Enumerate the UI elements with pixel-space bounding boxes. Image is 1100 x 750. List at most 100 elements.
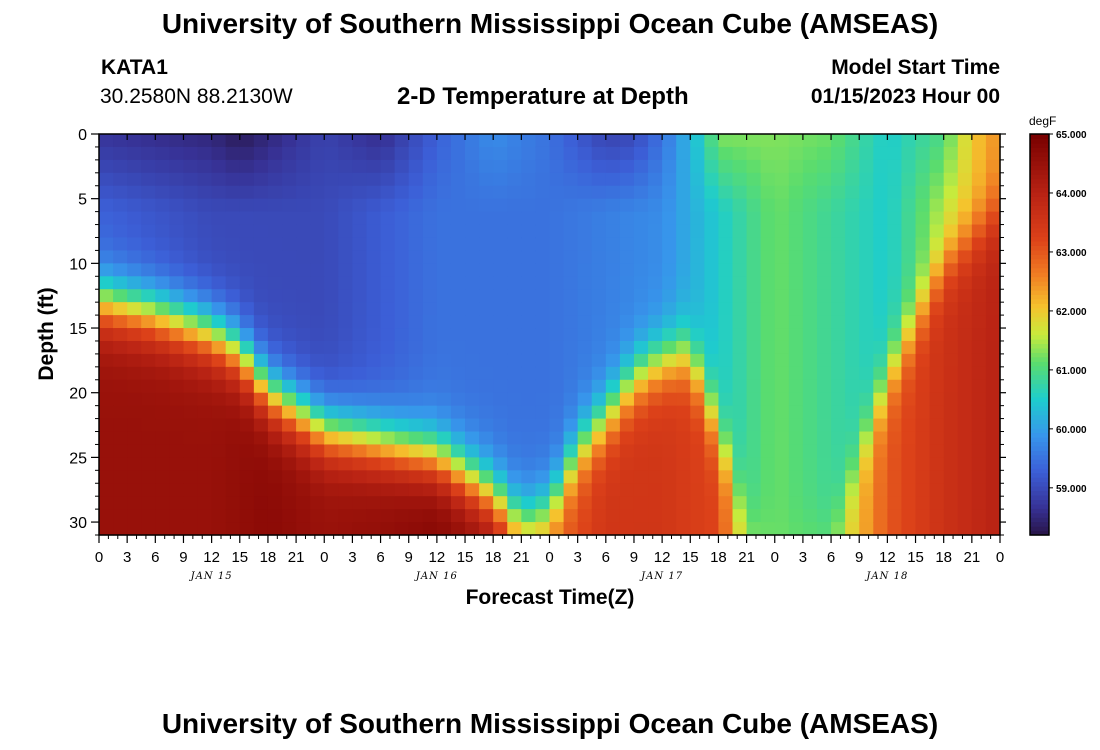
heatmap-cell [127, 198, 142, 213]
heatmap-cell [324, 405, 339, 420]
heatmap-cell [732, 340, 748, 355]
y-axis-label: Depth (ft) [35, 287, 58, 380]
heatmap-cell [859, 237, 874, 252]
heatmap-cell [127, 457, 142, 471]
heatmap-cell [310, 444, 325, 458]
heatmap-cell [141, 315, 156, 329]
heatmap-cell [211, 172, 227, 187]
heatmap-cell [380, 224, 396, 239]
heatmap-cell [408, 418, 424, 433]
heatmap-cell [831, 340, 846, 355]
heatmap-cell [225, 172, 241, 187]
heatmap-cell [802, 224, 818, 239]
colorbar-segment [1030, 347, 1049, 353]
heatmap-cell [929, 172, 945, 187]
heatmap-cell [99, 483, 114, 497]
heatmap-cell [535, 470, 551, 484]
heatmap-cell [943, 198, 959, 213]
heatmap-cell [549, 146, 565, 161]
heatmap-cell [577, 134, 593, 148]
heatmap-cell [155, 444, 170, 458]
colorbar-segment [1030, 521, 1049, 527]
heatmap-cell [648, 340, 663, 355]
heatmap-cell [141, 431, 156, 446]
heatmap-cell [113, 418, 128, 433]
heatmap-cell [831, 263, 846, 277]
heatmap-cell [155, 522, 170, 536]
heatmap-cell [605, 146, 621, 161]
heatmap-cell [718, 353, 734, 368]
heatmap-cell [408, 315, 424, 329]
colorbar-segment [1030, 485, 1049, 492]
heatmap-cell [704, 392, 720, 407]
heatmap-cell [366, 418, 382, 433]
heatmap-cell [380, 522, 396, 536]
heatmap-cell [605, 457, 621, 471]
heatmap-cell [99, 276, 114, 290]
heatmap-cell [746, 224, 762, 239]
heatmap-cell [113, 353, 128, 368]
heatmap-cell [127, 289, 142, 303]
heatmap-cell [479, 211, 494, 226]
heatmap-cell [915, 198, 931, 213]
heatmap-cell [507, 146, 522, 161]
heatmap-cell [436, 172, 452, 187]
heatmap-cell [394, 366, 410, 381]
heatmap-cell [183, 353, 199, 368]
heatmap-cell [493, 496, 508, 510]
heatmap-cell [957, 250, 973, 264]
heatmap-cell [690, 496, 705, 510]
heatmap-cell [591, 470, 607, 484]
heatmap-cell [577, 522, 593, 536]
heatmap-cell [394, 483, 410, 497]
heatmap-cell [310, 366, 325, 381]
heatmap-cell [563, 276, 579, 290]
heatmap-cell [676, 302, 691, 316]
heatmap-cell [633, 444, 649, 458]
heatmap-cell [676, 237, 691, 252]
heatmap-cell [225, 276, 241, 290]
heatmap-cell [901, 276, 917, 290]
heatmap-cell [633, 509, 649, 523]
heatmap-cell [591, 457, 607, 471]
heatmap-cell [296, 302, 311, 316]
heatmap-cell [253, 250, 269, 264]
heatmap-cell [957, 457, 973, 471]
heatmap-cell [845, 185, 860, 200]
heatmap-cell [605, 366, 621, 381]
heatmap-cell [676, 315, 691, 329]
heatmap-cell [521, 146, 537, 161]
heatmap-cell [310, 237, 325, 252]
heatmap-cell [450, 172, 466, 187]
heatmap-cell [394, 457, 410, 471]
heatmap-cell [718, 431, 734, 446]
heatmap-cell [859, 276, 874, 290]
heatmap-cell [380, 340, 396, 355]
heatmap-cell [225, 353, 241, 368]
heatmap-cell [197, 237, 213, 252]
heatmap-cell [845, 146, 860, 161]
heatmap-cell [619, 392, 635, 407]
heatmap-cell [450, 444, 466, 458]
heatmap-cell [901, 431, 917, 446]
heatmap-cell [943, 328, 959, 342]
heatmap-cell [802, 198, 818, 213]
colorbar-segment [1030, 512, 1049, 518]
heatmap-cell [802, 250, 818, 264]
heatmap-cell [859, 496, 874, 510]
heatmap-cell [563, 328, 579, 342]
heatmap-cell [521, 328, 537, 342]
heatmap-cell [746, 444, 762, 458]
heatmap-cell [605, 276, 621, 290]
heatmap-cell [127, 366, 142, 381]
heatmap-cell [141, 328, 156, 342]
heatmap-cell [352, 379, 368, 394]
heatmap-cell [535, 353, 551, 368]
heatmap-cell [211, 237, 227, 252]
heatmap-cell [802, 470, 818, 484]
heatmap-cell [408, 146, 424, 161]
heatmap-cell [99, 172, 114, 187]
heatmap-cell [239, 315, 255, 329]
x-tick-label: 15 [907, 549, 924, 566]
heatmap-cell [549, 509, 565, 523]
